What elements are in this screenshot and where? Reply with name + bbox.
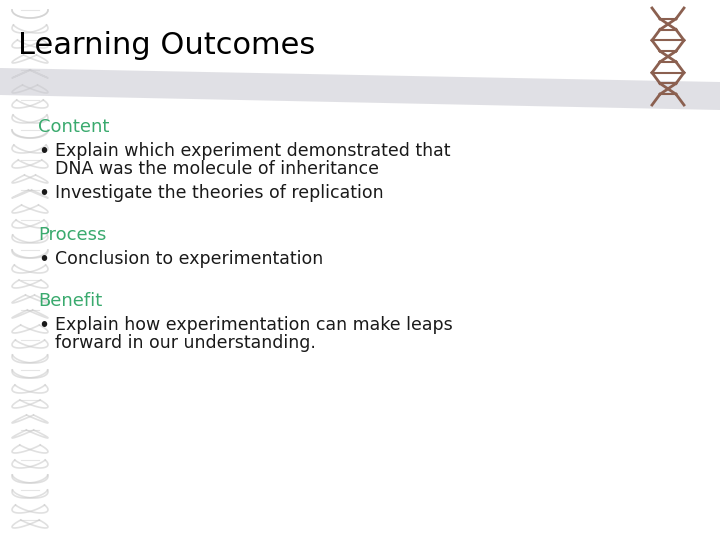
Text: •: • [38,184,49,203]
Text: Investigate the theories of replication: Investigate the theories of replication [55,184,384,202]
Text: Learning Outcomes: Learning Outcomes [18,31,315,60]
Text: •: • [38,250,49,269]
Text: Explain how experimentation can make leaps: Explain how experimentation can make lea… [55,316,453,334]
Text: •: • [38,142,49,161]
Text: •: • [38,316,49,335]
Text: DNA was the molecule of inheritance: DNA was the molecule of inheritance [55,160,379,178]
Polygon shape [0,68,720,110]
Text: Process: Process [38,226,107,244]
Text: Content: Content [38,118,109,136]
Text: Explain which experiment demonstrated that: Explain which experiment demonstrated th… [55,142,451,160]
Text: Benefit: Benefit [38,292,102,310]
Text: forward in our understanding.: forward in our understanding. [55,334,316,352]
Text: Conclusion to experimentation: Conclusion to experimentation [55,250,323,268]
